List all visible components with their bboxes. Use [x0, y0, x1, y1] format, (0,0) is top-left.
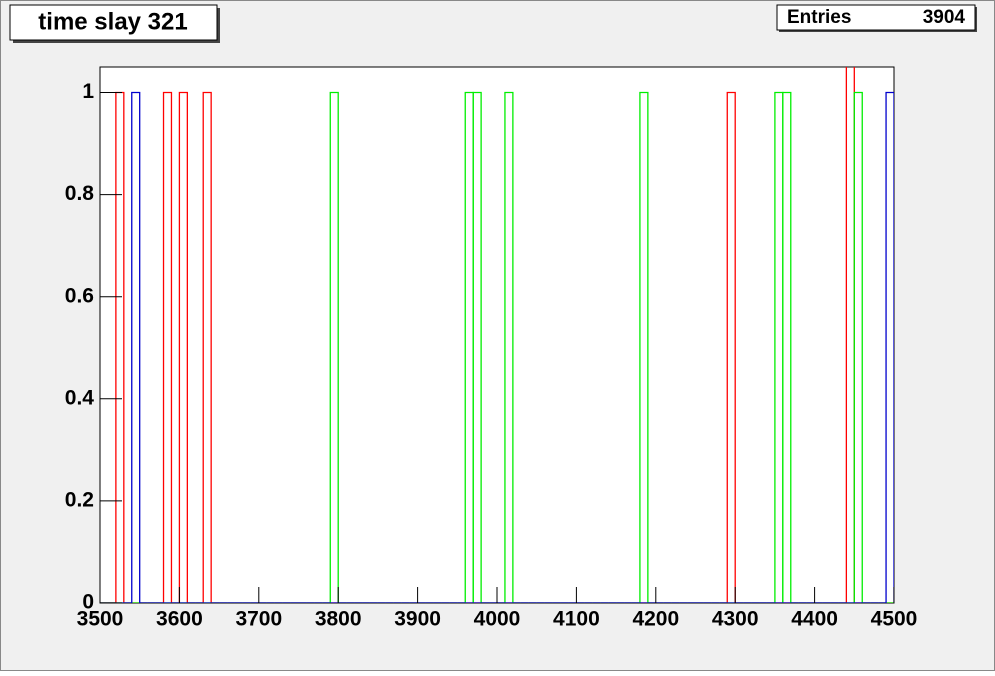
x-tick-label: 3600: [156, 608, 203, 631]
x-tick-label: 4400: [791, 608, 838, 631]
y-tick-label: 0.2: [65, 488, 94, 511]
bar: [162, 91, 173, 603]
bar: [329, 91, 339, 603]
x-tick-label: 4100: [553, 608, 600, 631]
x-tick-label: 3700: [235, 608, 282, 631]
stats-value: 3904: [923, 7, 966, 28]
x-tick-label: 4000: [474, 608, 521, 631]
bar: [726, 91, 736, 603]
bar: [885, 91, 894, 603]
bar: [472, 91, 482, 603]
bar: [504, 91, 514, 603]
x-tick-label: 3900: [394, 608, 441, 631]
y-tick-label: 1: [82, 80, 94, 103]
bars: [100, 67, 894, 603]
x-tick-label: 3500: [77, 608, 124, 631]
x-tick-label: 3800: [315, 608, 362, 631]
y-tick-label: 0: [82, 591, 94, 614]
bar: [131, 91, 141, 603]
stats-box: [776, 4, 976, 31]
bar: [639, 91, 649, 603]
title-box: [9, 4, 218, 41]
plot-area: [99, 66, 895, 604]
y-tick-label: 0.8: [65, 182, 95, 205]
chart-title: time slay 321: [38, 8, 187, 35]
stats-label: Entries: [787, 7, 851, 28]
y-tick-label: 0.4: [65, 386, 95, 409]
bar: [202, 91, 212, 603]
axes: 0 0.2 0.4 0.6 0.8 1 3500 3600 3700 3800 3900 4000 41…: [65, 80, 918, 630]
bar: [782, 91, 792, 603]
x-tick-label: 4500: [871, 608, 918, 631]
x-tick-label: 4300: [712, 608, 759, 631]
y-tick-label: 0.6: [65, 284, 94, 307]
bar: [178, 91, 188, 603]
x-tick-label: 4200: [632, 608, 679, 631]
bar: [853, 91, 863, 603]
